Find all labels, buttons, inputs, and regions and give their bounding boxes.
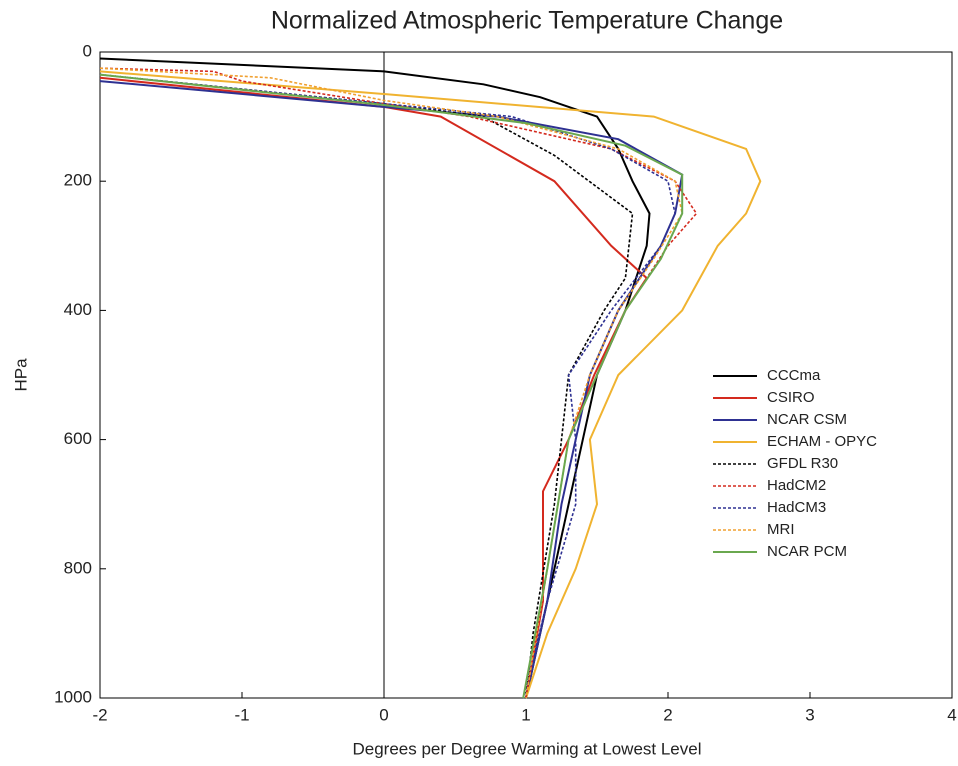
y-tick-label: 0 [83,41,92,60]
series-line [99,67,684,699]
legend-label: GFDL R30 [767,455,838,472]
legend-label: CCCma [767,367,821,384]
legend-label: CSIRO [767,389,815,406]
x-tick-label: 1 [521,705,530,724]
x-tick-label: 4 [947,705,956,724]
series-line [99,80,684,699]
series-line [99,73,676,699]
x-axis-label: Degrees per Degree Warming at Lowest Lev… [353,739,702,758]
legend-label: NCAR CSM [767,411,847,428]
y-tick-label: 400 [64,300,92,319]
series-line [99,73,634,699]
series-line [99,76,649,699]
y-tick-label: 800 [64,558,92,577]
x-tick-label: 3 [805,705,814,724]
plot-frame [99,51,953,699]
x-tick-label: -2 [92,705,107,724]
series-line [99,67,698,699]
y-tick-label: 1000 [54,687,92,706]
x-tick-label: 2 [663,705,672,724]
y-tick-label: 600 [64,429,92,448]
x-tick-label: 0 [379,705,388,724]
legend-label: HadCM2 [767,477,826,494]
y-tick-label: 200 [64,171,92,190]
series-line [99,73,684,699]
legend-label: MRI [767,521,795,538]
legend-label: HadCM3 [767,499,826,516]
legend-label: ECHAM - OPYC [767,433,877,450]
chart-title: Normalized Atmospheric Temperature Chang… [271,7,783,35]
y-axis-label: HPa [11,358,30,392]
legend-label: NCAR PCM [767,543,847,560]
series-line [99,70,762,699]
series-line [99,57,651,699]
x-tick-label: -1 [234,705,249,724]
